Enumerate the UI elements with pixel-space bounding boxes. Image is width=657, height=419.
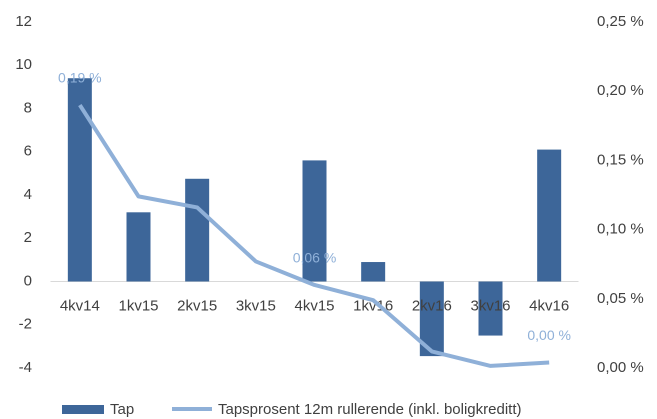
bar [126, 212, 151, 282]
bar [361, 262, 386, 282]
x-tick-label: 2kv16 [412, 297, 452, 314]
y2-tick-label: 0,15 % [597, 151, 644, 168]
y2-tick-label: 0,25 % [597, 13, 644, 30]
y-tick-label: 4 [24, 186, 32, 203]
legend-swatch [62, 405, 104, 414]
x-tick-label: 3kv16 [470, 297, 510, 314]
y2-tick-label: 0,20 % [597, 82, 644, 99]
y2-tick-label: 0,10 % [597, 221, 644, 238]
bar [302, 160, 327, 282]
x-tick-label: 2kv15 [177, 297, 217, 314]
x-tick-label: 4kv15 [294, 297, 334, 314]
y2-tick-label: 0,00 % [597, 359, 644, 376]
data-label: 0,06 % [293, 250, 337, 266]
x-tick-label: 3kv15 [236, 297, 276, 314]
data-label: 0,00 % [527, 327, 571, 343]
y-tick-label: -4 [19, 359, 32, 376]
bar [185, 178, 210, 282]
y-tick-label: 2 [24, 229, 32, 246]
legend-label: Tapsprosent 12m rullerende (inkl. boligk… [218, 401, 521, 418]
bar [537, 149, 562, 282]
y-tick-label: 8 [24, 99, 32, 116]
x-tick-label: 1kv15 [118, 297, 158, 314]
y2-tick-label: 0,05 % [597, 290, 644, 307]
bar [478, 281, 503, 336]
y-tick-label: 6 [24, 143, 32, 160]
y-tick-label: 10 [15, 56, 32, 73]
bar [67, 78, 92, 282]
x-tick-label: 4kv16 [529, 297, 569, 314]
data-label: 0,19 % [58, 70, 102, 86]
y-tick-label: 0 [24, 272, 32, 289]
x-tick-label: 4kv14 [60, 297, 100, 314]
y-tick-label: 12 [15, 13, 32, 30]
line [78, 103, 550, 368]
y-tick-label: -2 [19, 316, 32, 333]
legend-label: Tap [110, 401, 134, 418]
